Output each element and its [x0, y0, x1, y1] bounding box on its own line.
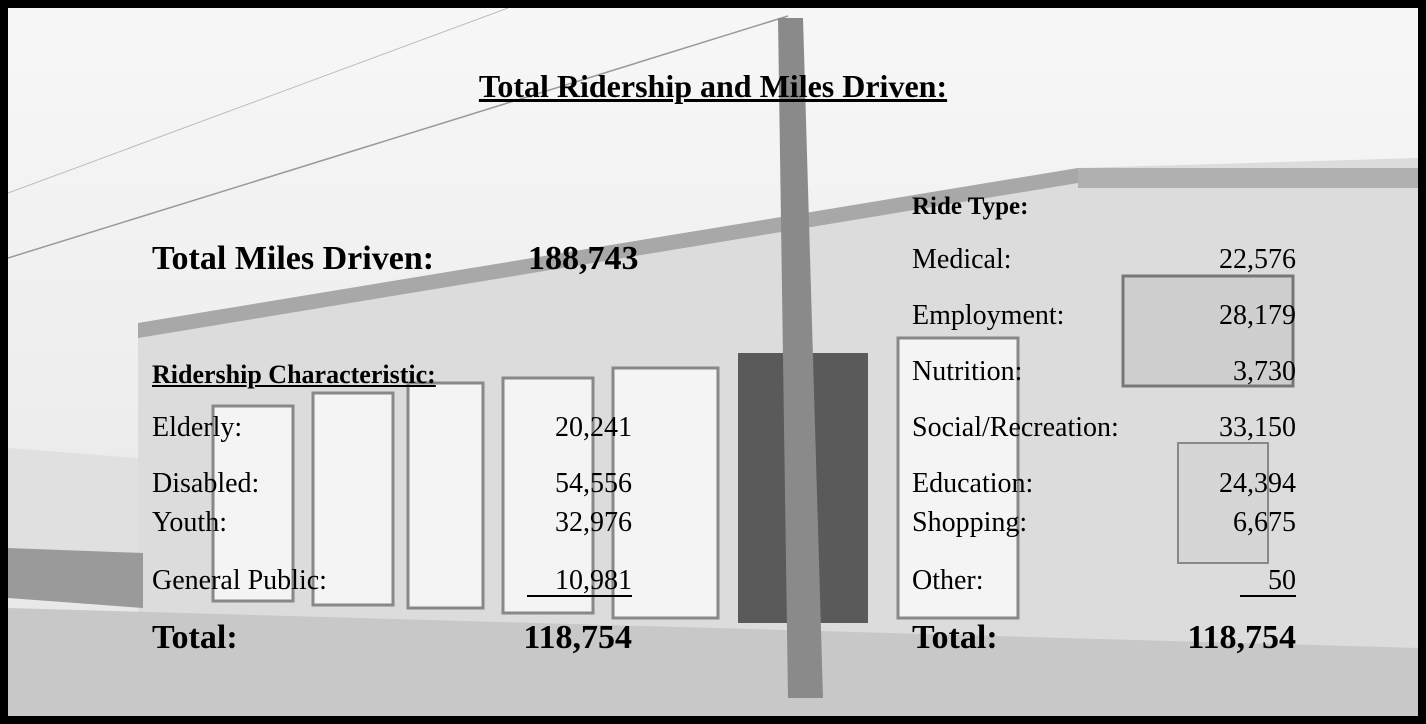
row-label: Nutrition:: [912, 358, 1022, 386]
slide: Total Ridership and Miles Driven: Total …: [0, 0, 1426, 724]
row-label: General Public:: [152, 567, 327, 595]
row-label: Social/Recreation:: [912, 414, 1119, 442]
row-label: Other:: [912, 567, 984, 595]
title: Total Ridership and Miles Driven:: [8, 70, 1418, 102]
row-value: 22,576: [1219, 246, 1296, 274]
row-label: Disabled:: [152, 470, 259, 498]
row-value: 20,241: [555, 414, 632, 442]
total-label: Total:: [152, 621, 238, 655]
row-value: 54,556: [555, 470, 632, 498]
row-label: Education:: [912, 470, 1033, 498]
ride-type-heading: Ride Type:: [912, 194, 1028, 219]
row-value: 3,730: [1233, 358, 1296, 386]
total-value: 118,754: [523, 621, 632, 655]
row-label: Elderly:: [152, 414, 242, 442]
miles-value: 188,743: [528, 242, 639, 276]
row-value: 33,150: [1219, 414, 1296, 442]
row-label: Youth:: [152, 509, 227, 537]
row-value: 6,675: [1233, 509, 1296, 537]
miles-label: Total Miles Driven:: [152, 242, 434, 276]
row-label: Shopping:: [912, 509, 1027, 537]
total-label: Total:: [912, 621, 998, 655]
row-value: 24,394: [1219, 470, 1296, 498]
row-label: Medical:: [912, 246, 1012, 274]
row-value: 10,981: [527, 567, 632, 597]
ridership-heading: Ridership Characteristic:: [152, 362, 436, 388]
row-value: 28,179: [1219, 302, 1296, 330]
row-label: Employment:: [912, 302, 1064, 330]
row-value: 32,976: [555, 509, 632, 537]
total-value: 118,754: [1187, 621, 1296, 655]
row-value: 50: [1240, 567, 1296, 597]
